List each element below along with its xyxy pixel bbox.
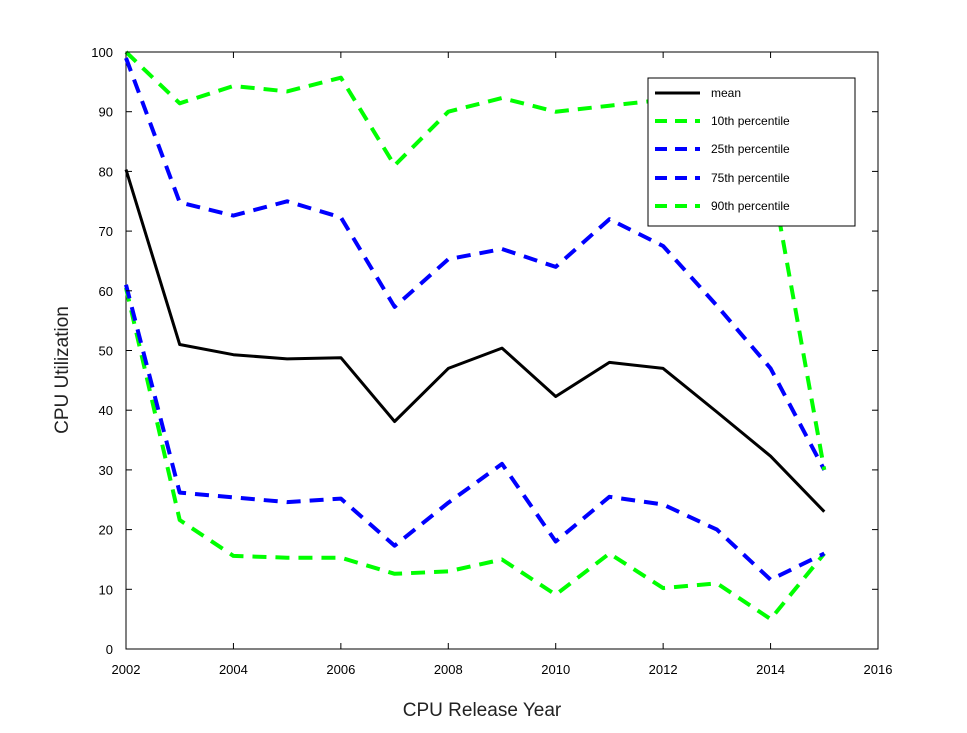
x-tick-label: 2002	[112, 662, 141, 677]
y-tick-label: 90	[99, 105, 113, 120]
series-layer	[124, 50, 827, 622]
series-line-75th-percentile	[124, 57, 827, 471]
y-tick-label: 30	[99, 463, 113, 478]
x-tick-label: 2008	[434, 662, 463, 677]
y-tick-label: 60	[99, 284, 113, 299]
x-tick-label: 2016	[864, 662, 893, 677]
y-tick-label: 80	[99, 164, 113, 179]
x-tick-label: 2014	[756, 662, 785, 677]
x-axis-title: CPU Release Year	[403, 700, 562, 721]
series-line-25th-percentile	[124, 284, 826, 582]
legend-label-75th-percentile: 75th percentile	[711, 171, 790, 185]
y-tick-label: 50	[99, 344, 113, 359]
series-line-90th-percentile	[124, 50, 827, 471]
y-tick-label: 70	[99, 224, 113, 239]
x-tick-label: 2004	[219, 662, 248, 677]
y-tick-label: 40	[99, 403, 113, 418]
legend: mean 10th percentile 25th percentile 75th p…	[647, 77, 856, 227]
legend-label-10th-percentile: 10th percentile	[711, 114, 790, 128]
legend-box	[647, 77, 856, 227]
x-tick-label: 2010	[541, 662, 570, 677]
y-tick-label: 0	[106, 642, 113, 657]
x-tick-label: 2006	[326, 662, 355, 677]
legend-label-25th-percentile: 25th percentile	[711, 142, 790, 156]
y-axis-title: CPU Utilization	[52, 306, 73, 434]
y-tick-label: 100	[91, 45, 113, 60]
series-line-10th-percentile	[124, 287, 826, 622]
y-tick-label: 10	[99, 582, 113, 597]
series-line-mean	[124, 169, 826, 513]
legend-label-90th-percentile: 90th percentile	[711, 199, 790, 213]
y-tick-label: 20	[99, 523, 113, 538]
ticks-layer: 2002 2004 2006 2008 2010 2012 2014 2016 0 10 20 30 4…	[91, 45, 892, 677]
x-tick-label: 2012	[649, 662, 678, 677]
legend-label-mean: mean	[711, 86, 741, 100]
